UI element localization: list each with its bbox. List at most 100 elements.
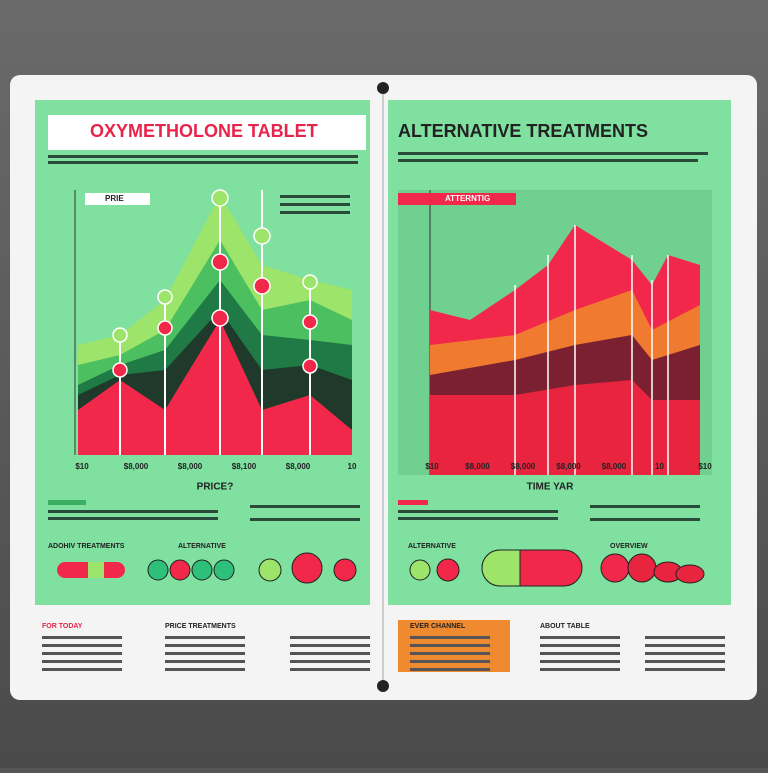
area [78,320,352,455]
pill [147,559,169,581]
text-line [645,668,725,671]
marker [157,289,173,305]
legend-title: ATTERNTIG [445,194,490,203]
text-line [645,644,725,647]
legend-box [398,193,516,205]
text-line [398,510,558,513]
text-line [165,660,245,663]
legend-box [85,193,150,205]
text-line [410,660,490,663]
text-line [645,636,725,639]
text-line [48,510,218,513]
x-tick-label: 10 [655,462,664,471]
marker [211,309,229,327]
pill [436,558,460,582]
text-line [280,211,350,214]
text-line [290,668,370,671]
text-line [42,668,122,671]
marker [157,320,173,336]
text-line [165,644,245,647]
text-line [590,505,700,508]
pill [333,558,357,582]
pill [675,564,705,584]
marker [253,227,271,245]
text-line [290,652,370,655]
x-tick-label: $10 [698,462,712,471]
x-tick-label: $8,000 [556,462,581,471]
text-line [42,660,122,663]
text-line [48,517,218,520]
text-line [290,660,370,663]
text-line [48,155,358,158]
pill [258,558,282,582]
x-tick-label: 10 [348,462,357,471]
marker [211,253,229,271]
text-line [290,644,370,647]
x-tick-label: $10 [75,462,89,471]
pill [169,559,191,581]
x-tick-label: $8,000 [124,462,149,471]
text-line [540,652,620,655]
text-line [42,652,122,655]
text-line [165,652,245,655]
x-tick-label: $10 [425,462,439,471]
marker [253,277,271,295]
x-tick-label: $8,100 [232,462,257,471]
text-line [280,203,350,206]
x-tick-label: $8,000 [602,462,627,471]
marker [302,274,318,290]
title: OXYMETHOLONE TABLET [90,121,318,141]
x-title: PRICE? [197,482,234,493]
text-line [540,644,620,647]
pin [377,680,389,692]
pill-label: ALTERNATIVE [408,543,456,550]
text-line [42,644,122,647]
x-tick-label: $8,000 [465,462,490,471]
text-line [410,652,490,655]
text-line [540,660,620,663]
text-line [48,500,86,505]
pill [481,549,521,587]
x-tick-label: $8,000 [178,462,203,471]
pin [377,82,389,94]
x-tick-label: $8,000 [511,462,536,471]
text-line [590,518,700,521]
marker [211,189,229,207]
text-line [48,161,358,164]
text-line [250,518,360,521]
pill [88,562,104,578]
text-line [280,195,350,198]
legend-title: PRIE [105,194,124,203]
text-line [410,636,490,639]
x-tick-label: $8,000 [286,462,311,471]
pill [291,552,323,584]
pill-label: OVERVIEW [610,543,648,550]
pill [191,559,213,581]
text-line [645,652,725,655]
text-line [398,517,558,520]
text-line [398,152,708,155]
pill [213,559,235,581]
marker [112,327,128,343]
pill-label: ADOHIV TREATMENTS [48,543,125,550]
text-line [165,668,245,671]
text-line [290,636,370,639]
pill [409,559,431,581]
title: ALTERNATIVE TREATMENTS [398,121,648,141]
text-line [410,668,490,671]
footer-title: PRICE TREATMENTS [165,623,236,630]
pill [600,553,630,583]
text-line [165,636,245,639]
text-line [540,636,620,639]
text-line [540,668,620,671]
marker [302,314,318,330]
footer-title: FOR TODAY [42,623,83,630]
text-line [250,505,360,508]
marker [302,358,318,374]
footer-title: ABOUT TABLE [540,623,590,630]
x-title: TIME YAR [527,482,574,493]
text-line [42,636,122,639]
marker [112,362,128,378]
text-line [398,500,428,505]
